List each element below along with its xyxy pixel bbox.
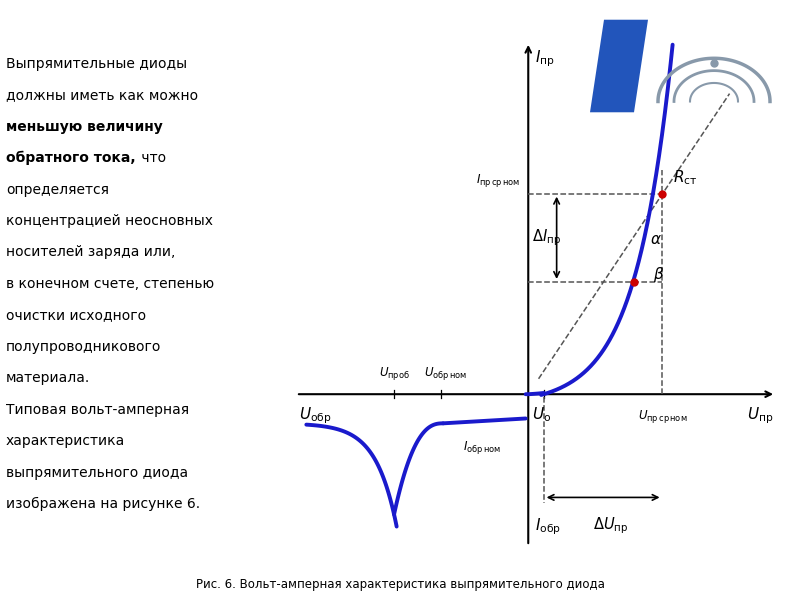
Text: $R_{\rm ст}$: $R_{\rm ст}$ xyxy=(673,168,697,187)
Text: носителей заряда или,: носителей заряда или, xyxy=(6,245,175,259)
Text: $U_{\rm о}$: $U_{\rm о}$ xyxy=(531,405,550,424)
Text: Рис. 6. Вольт-амперная характеристика выпрямительного диода: Рис. 6. Вольт-амперная характеристика вы… xyxy=(195,578,605,591)
Text: Выпрямительные диоды: Выпрямительные диоды xyxy=(6,56,187,71)
Text: изображена на рисунке 6.: изображена на рисунке 6. xyxy=(6,497,200,511)
Text: обратного тока,: обратного тока, xyxy=(6,151,135,166)
Text: выпрямительного диода: выпрямительного диода xyxy=(6,466,188,480)
Text: $U_{\rm обр\,ном}$: $U_{\rm обр\,ном}$ xyxy=(424,365,467,382)
Text: что: что xyxy=(137,151,166,165)
Text: определяется: определяется xyxy=(6,182,109,197)
Text: концентрацией неосновных: концентрацией неосновных xyxy=(6,214,213,228)
Text: меньшую величину: меньшую величину xyxy=(6,119,162,134)
Text: $I_{\rm обр}$: $I_{\rm обр}$ xyxy=(535,516,561,537)
Text: Типовая вольт-амперная: Типовая вольт-амперная xyxy=(6,403,189,417)
Text: полупроводникового: полупроводникового xyxy=(6,340,162,354)
Text: должны иметь как можно: должны иметь как можно xyxy=(6,88,198,102)
Text: очистки исходного: очистки исходного xyxy=(6,308,146,322)
Text: $I_{\rm пр\,ср\,ном}$: $I_{\rm пр\,ср\,ном}$ xyxy=(476,172,521,189)
Text: $U_{\rm проб}$: $U_{\rm проб}$ xyxy=(378,365,410,382)
Text: $\alpha$: $\alpha$ xyxy=(650,232,662,247)
Text: материала.: материала. xyxy=(6,371,90,385)
Text: $\Delta I_{\rm пр}$: $\Delta I_{\rm пр}$ xyxy=(532,227,562,248)
Text: $U_{\rm обр}$: $U_{\rm обр}$ xyxy=(298,405,331,426)
Text: $\beta$: $\beta$ xyxy=(653,265,665,284)
Text: $U_{\rm пр\,ср\,ном}$: $U_{\rm пр\,ср\,ном}$ xyxy=(638,407,687,425)
Text: $U_{\rm пр}$: $U_{\rm пр}$ xyxy=(747,405,774,426)
Polygon shape xyxy=(590,20,648,112)
Text: $I_{\rm обр\,ном}$: $I_{\rm обр\,ном}$ xyxy=(462,439,501,455)
Text: $I_{\rm пр}$: $I_{\rm пр}$ xyxy=(535,48,554,68)
Text: в конечном счете, степенью: в конечном счете, степенью xyxy=(6,277,214,291)
Text: $\Delta U_{\rm пр}$: $\Delta U_{\rm пр}$ xyxy=(593,515,629,536)
Text: характеристика: характеристика xyxy=(6,434,125,448)
